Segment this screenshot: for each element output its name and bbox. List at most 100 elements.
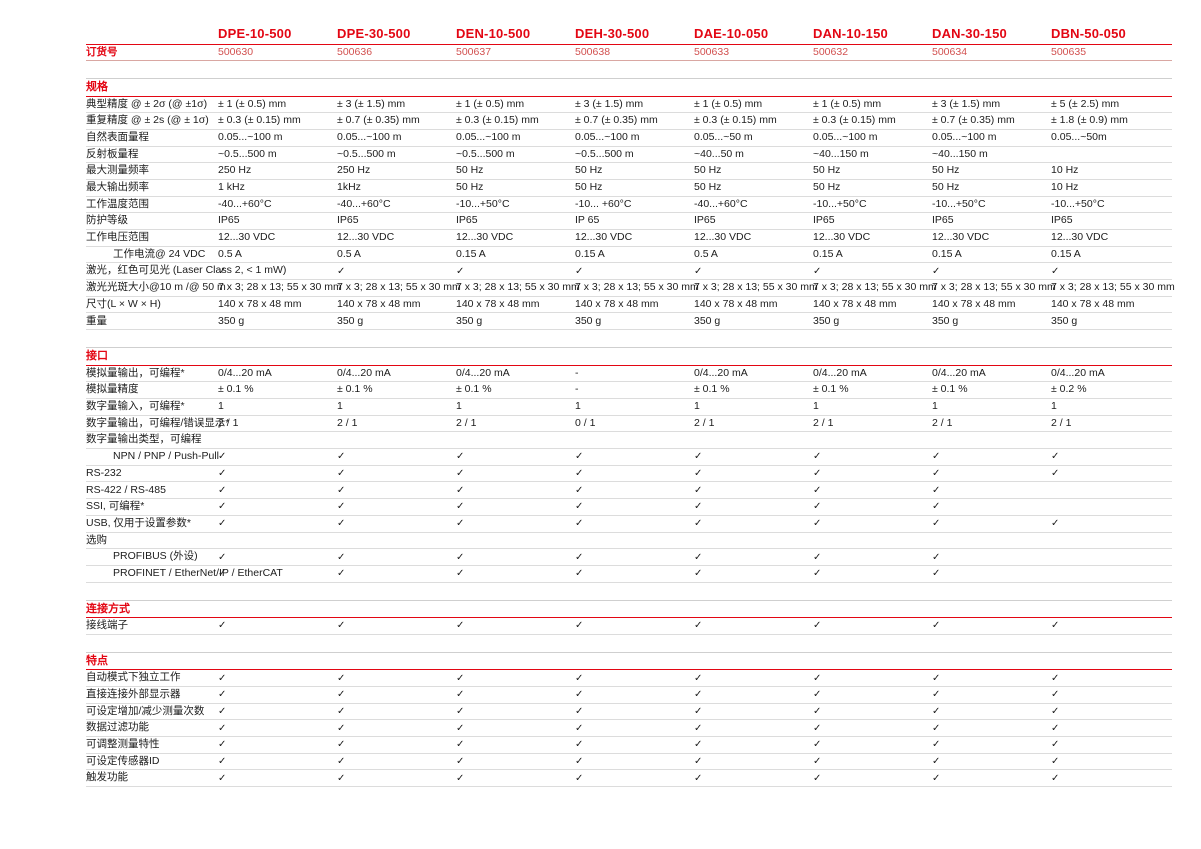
check-icon: ✓ [813,689,822,701]
product-name: DAE-10-050 [694,25,769,41]
order-number: 500637 [456,45,492,58]
cell-value: -10...+50°C [456,197,510,210]
cell-value: 0.15 A [456,247,486,260]
cell-value: 140 x 78 x 48 mm [218,297,302,310]
table-row: 自动模式下独立工作 ✓ ✓ ✓ ✓ ✓ ✓ ✓ ✓ [86,670,1172,687]
check-icon: ✓ [218,689,227,701]
check-icon: ✓ [575,739,584,751]
cell-value: 2 / 1 [932,416,953,429]
check-icon: ✓ [337,722,346,734]
cell-value: 7 x 3; 28 x 13; 55 x 30 mm [337,281,461,294]
section-3: 特点 自动模式下独立工作 ✓ ✓ ✓ ✓ ✓ ✓ ✓ ✓ 直接连接外部显示器 ✓ ✓ ✓ ✓ ✓ ✓ ✓ ✓ 可设定增… [86,651,1172,788]
section-header-row: 接口 [86,347,1172,366]
row-label: 直接连接外部显示器 [86,688,181,700]
row-label: USB, 仅用于设置参数* [86,516,192,529]
check-icon: ✓ [813,620,822,632]
check-icon: ✓ [456,468,465,480]
check-icon: ✓ [337,468,346,480]
check-icon: ✓ [932,705,941,717]
cell-value: 140 x 78 x 48 mm [456,297,540,310]
cell-value: -40...+60°C [218,197,272,210]
cell-value: - [575,383,579,396]
table-row: 典型精度 @ ± 2σ (@ ±1σ) ± 1 (± 0.5) mm ± 3 (± … [86,97,1172,114]
section-title: 规格 [86,81,108,94]
cell-value: 0.15 A [932,247,962,260]
cell-value: ± 1 (± 0.5) mm [694,97,763,110]
cell-value: IP65 [694,214,716,227]
cell-value: ± 0.1 % [337,383,373,396]
row-label: RS-422 / RS-485 [86,483,166,496]
row-label: 激光，红色可见光 (Laser Class 2, < 1 mW) [86,264,287,277]
table-row: 工作电流@ 24 VDC 0.5 A 0.5 A 0.15 A 0.15 A 0.5 A 0… [86,247,1172,264]
check-icon: ✓ [575,722,584,734]
check-icon: ✓ [813,772,822,784]
table-row: NPN / PNP / Push-Pull ✓ ✓ ✓ ✓ ✓ ✓ ✓ ✓ [86,449,1172,466]
check-icon: ✓ [218,518,227,530]
check-icon: ✓ [694,689,703,701]
table-row: 可设定增加/减少测量次数 ✓ ✓ ✓ ✓ ✓ ✓ ✓ ✓ [86,704,1172,721]
check-icon: ✓ [694,484,703,496]
cell-value: 0.05...~100 m [456,130,521,143]
check-icon: ✓ [694,265,703,277]
cell-value: 2 / 1 [218,416,239,429]
check-icon: ✓ [813,739,822,751]
product-name: DAN-10-150 [813,25,888,41]
check-icon: ✓ [694,672,703,684]
check-icon: ✓ [1051,689,1060,701]
check-icon: ✓ [932,451,941,463]
cell-value: 0/4...20 mA [932,366,986,379]
order-number: 500638 [575,45,611,58]
cell-value: ± 0.3 (± 0.15) mm [218,114,301,127]
cell-value: -40...+60°C [694,197,748,210]
check-icon: ✓ [456,772,465,784]
cell-value: 140 x 78 x 48 mm [694,297,778,310]
check-icon: ✓ [456,620,465,632]
check-icon: ✓ [1051,772,1060,784]
check-icon: ✓ [694,705,703,717]
cell-value: 7 x 3; 28 x 13; 55 x 30 mm [694,281,818,294]
check-icon: ✓ [456,518,465,530]
cell-value: 50 Hz [813,181,841,193]
cell-value: 0 / 1 [575,416,596,429]
check-icon: ✓ [813,518,822,530]
cell-value: 0/4...20 mA [1051,366,1105,379]
cell-value: 12...30 VDC [575,231,633,244]
check-icon: ✓ [1051,705,1060,717]
table-row: USB, 仅用于设置参数* ✓ ✓ ✓ ✓ ✓ ✓ ✓ ✓ [86,516,1172,533]
check-icon: ✓ [218,551,227,563]
cell-value: 1 kHz [218,181,245,193]
cell-value: IP65 [456,214,478,227]
cell-value: IP65 [1051,214,1073,227]
table-row: 可设定传感器ID ✓ ✓ ✓ ✓ ✓ ✓ ✓ ✓ [86,754,1172,771]
check-icon: ✓ [575,265,584,277]
check-icon: ✓ [813,722,822,734]
row-label: 模拟量精度 [86,383,139,396]
cell-value: 50 Hz [694,181,722,193]
check-icon: ✓ [337,551,346,563]
cell-value: - [575,366,579,379]
check-icon: ✓ [694,772,703,784]
cell-value: 1 [1051,400,1057,413]
cell-value: 350 g [694,314,721,327]
order-number: 500636 [337,45,373,58]
row-label: 最大测量频率 [86,164,149,177]
check-icon: ✓ [456,501,465,513]
cell-value: 2 / 1 [813,416,834,429]
check-icon: ✓ [337,501,346,513]
cell-value: ± 0.3 (± 0.15) mm [813,114,896,127]
row-label: 工作电压范围 [86,231,149,244]
cell-value: 350 g [337,314,364,327]
check-icon: ✓ [456,551,465,563]
cell-value: IP65 [337,214,359,227]
check-icon: ✓ [218,501,227,513]
check-icon: ✓ [575,756,584,768]
check-icon: ✓ [932,501,941,513]
check-icon: ✓ [337,705,346,717]
check-icon: ✓ [575,568,584,580]
check-icon: ✓ [694,620,703,632]
row-label: 反射板量程 [86,147,139,160]
check-icon: ✓ [575,772,584,784]
cell-value: 0.05...~100 m [218,130,283,143]
